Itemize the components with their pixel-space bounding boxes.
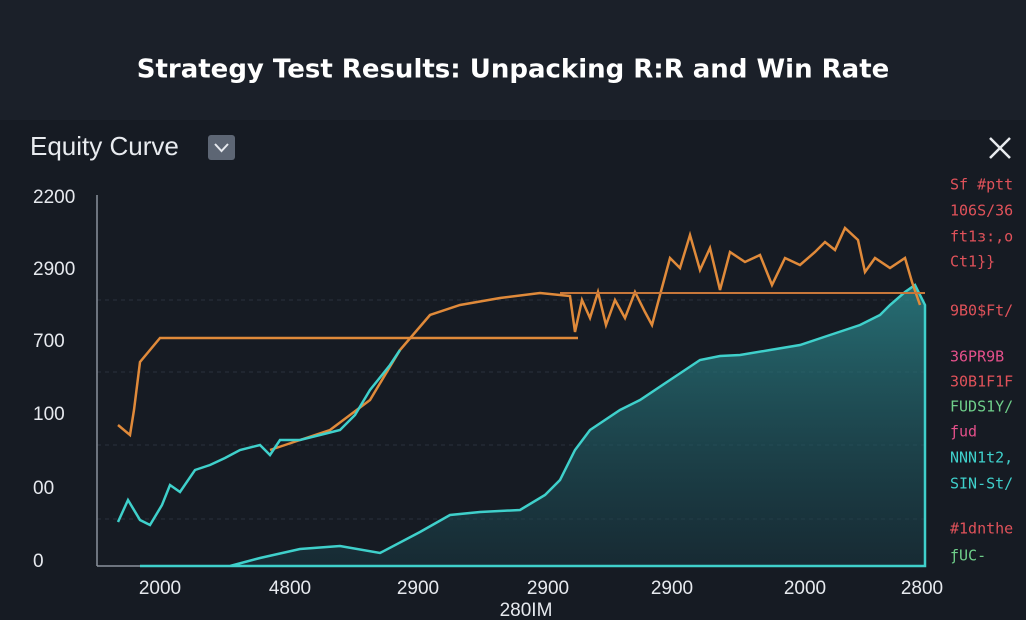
side-text: 106S/36 [950,202,1013,220]
x-label: 2900 [527,578,569,599]
panel-title: Equity Curve [30,131,179,161]
y-label: 2200 [33,187,75,208]
side-text: #1dnthe [950,520,1013,538]
side-text: FUDS1Y/ [950,398,1013,416]
side-text: Sf #ptt [950,176,1013,194]
equity-area [140,283,927,568]
dropdown[interactable] [208,135,235,160]
x-label: 2900 [397,578,439,599]
x-label: 2900 [651,578,693,599]
x-label: 2000 [784,578,826,599]
side-text: ft1з:,o [950,228,1013,246]
side-text: ƒUC- [950,547,986,565]
side-text: Ct1}} [950,253,995,271]
side-text: 9B0$Ft/ [950,302,1013,320]
side-text: ƒud [950,423,977,441]
side-text: 30B1F1F [950,373,1013,391]
side-text: 36PR9B [950,348,1004,366]
x-label: 2000 [139,578,181,599]
y-label: 2900 [33,259,75,280]
orange-line [117,336,578,438]
side-text: SIN-St/ [950,475,1013,493]
x-label: 4800 [269,578,311,599]
y-label: 700 [33,331,65,352]
page-title: Strategy Test Results: Unpacking R:R and… [137,55,890,85]
x-caption: 280IM [500,600,553,620]
teal-line [116,349,402,527]
side-text: NNN1t2, [950,449,1013,467]
close-button[interactable] [989,137,1011,159]
y-label: 00 [33,478,54,499]
y-label: 0 [33,551,44,572]
x-label: 2800 [901,578,943,599]
y-label: 100 [33,404,65,425]
orange-line-2 [269,225,922,452]
